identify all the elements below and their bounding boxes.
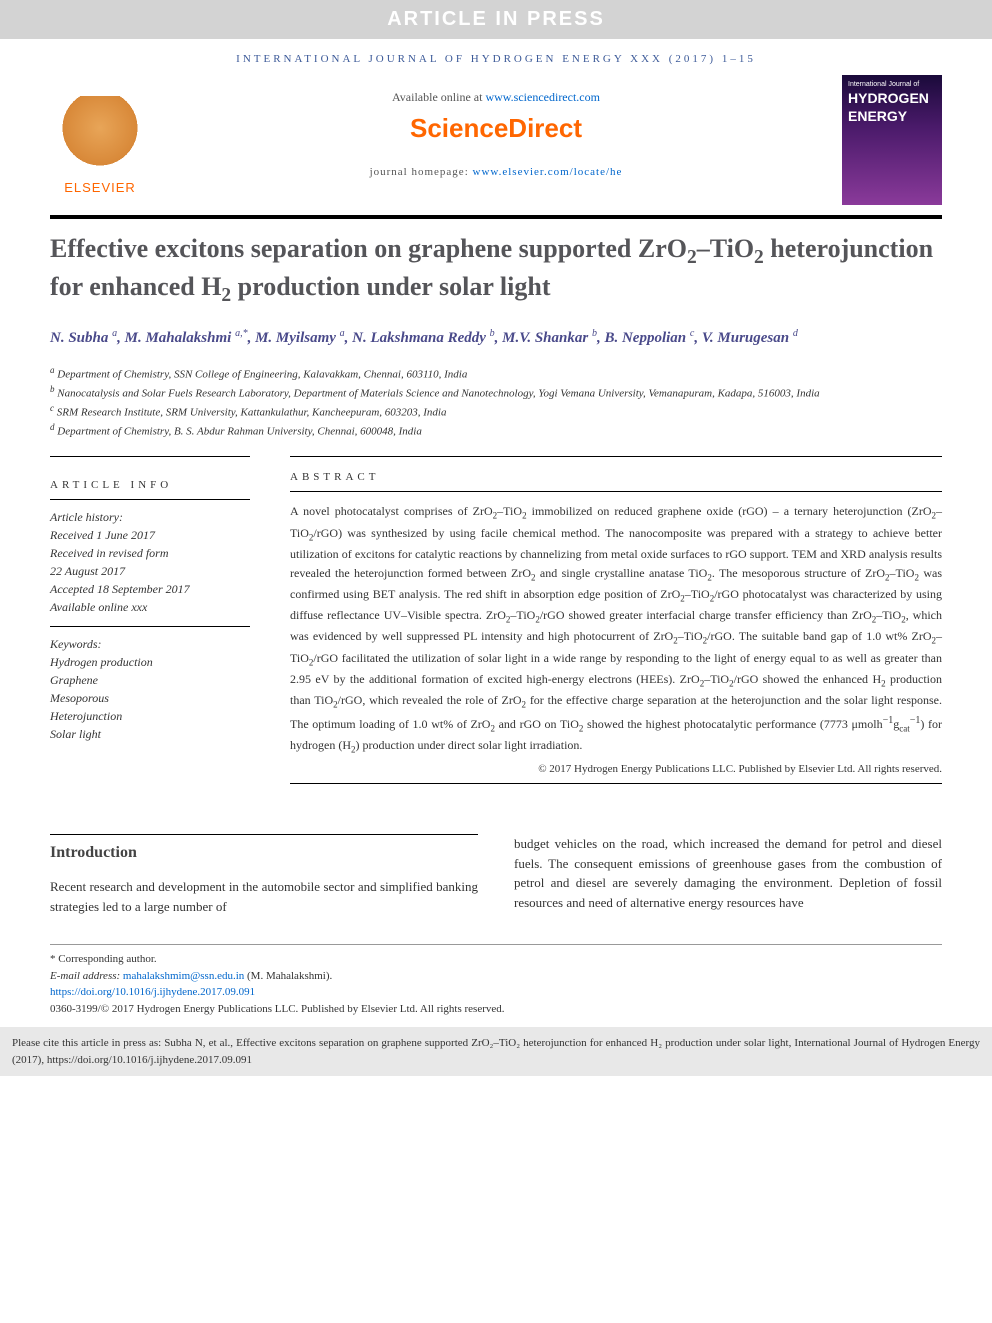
- corresponding-email-link[interactable]: mahalakshmim@ssn.edu.in: [123, 970, 244, 982]
- footnotes: * Corresponding author. E-mail address: …: [50, 944, 942, 1017]
- affiliation-item: d Department of Chemistry, B. S. Abdur R…: [50, 421, 942, 440]
- keywords-list: Hydrogen productionGrapheneMesoporousHet…: [50, 653, 250, 743]
- sciencedirect-link[interactable]: www.sciencedirect.com: [485, 90, 600, 104]
- keyword-item: Solar light: [50, 725, 250, 743]
- sciencedirect-logo: ScienceDirect: [170, 113, 822, 144]
- abstract-text: A novel photocatalyst comprises of ZrO2–…: [290, 502, 942, 757]
- divider: [50, 215, 942, 219]
- elsevier-wordmark: ELSEVIER: [64, 180, 136, 195]
- article-in-press-banner: ARTICLE IN PRESS: [0, 0, 992, 39]
- article-info-heading: ARTICLE INFO: [50, 465, 250, 499]
- author-list: N. Subha a, M. Mahalakshmi a,*, M. Myils…: [50, 326, 942, 350]
- history-line: 22 August 2017: [50, 562, 250, 580]
- article-info-sidebar: ARTICLE INFO Article history: Received 1…: [50, 456, 250, 784]
- affiliation-list: a Department of Chemistry, SSN College o…: [50, 364, 942, 441]
- keyword-item: Hydrogen production: [50, 653, 250, 671]
- history-line: Received in revised form: [50, 544, 250, 562]
- introduction-text-col1: Recent research and development in the a…: [50, 877, 478, 916]
- affiliation-item: a Department of Chemistry, SSN College o…: [50, 364, 942, 383]
- article-history: Received 1 June 2017Received in revised …: [50, 526, 250, 616]
- journal-citation-line: INTERNATIONAL JOURNAL OF HYDROGEN ENERGY…: [50, 39, 942, 75]
- journal-homepage-link[interactable]: www.elsevier.com/locate/he: [473, 166, 623, 178]
- elsevier-tree-icon: [60, 96, 140, 176]
- affiliation-item: c SRM Research Institute, SRM University…: [50, 402, 942, 421]
- citation-box: Please cite this article in press as: Su…: [0, 1027, 992, 1076]
- history-line: Available online xxx: [50, 598, 250, 616]
- abstract-heading: ABSTRACT: [290, 457, 942, 491]
- abstract-copyright: © 2017 Hydrogen Energy Publications LLC.…: [290, 763, 942, 775]
- publisher-header: ELSEVIER Available online at www.science…: [50, 75, 942, 205]
- keywords-label: Keywords:: [50, 635, 250, 653]
- keyword-item: Graphene: [50, 671, 250, 689]
- article-title: Effective excitons separation on graphen…: [50, 233, 942, 308]
- keyword-item: Mesoporous: [50, 689, 250, 707]
- journal-cover-thumbnail: International Journal of HYDROGEN ENERGY: [842, 75, 942, 205]
- keyword-item: Heterojunction: [50, 707, 250, 725]
- history-line: Accepted 18 September 2017: [50, 580, 250, 598]
- elsevier-logo: ELSEVIER: [50, 75, 150, 195]
- journal-homepage-line: journal homepage: www.elsevier.com/locat…: [170, 166, 822, 178]
- abstract-section: ABSTRACT A novel photocatalyst comprises…: [290, 456, 942, 784]
- introduction-heading: Introduction: [50, 834, 478, 865]
- body-columns: Introduction Recent research and develop…: [50, 834, 942, 916]
- corresponding-author-note: * Corresponding author.: [50, 951, 942, 968]
- introduction-text-col2: budget vehicles on the road, which incre…: [514, 834, 942, 912]
- doi-link[interactable]: https://doi.org/10.1016/j.ijhydene.2017.…: [50, 986, 255, 998]
- history-line: Received 1 June 2017: [50, 526, 250, 544]
- available-online-line: Available online at www.sciencedirect.co…: [170, 90, 822, 105]
- email-line: E-mail address: mahalakshmim@ssn.edu.in …: [50, 968, 942, 985]
- affiliation-item: b Nanocatalysis and Solar Fuels Research…: [50, 383, 942, 402]
- issn-copyright-line: 0360-3199/© 2017 Hydrogen Energy Publica…: [50, 1001, 942, 1018]
- article-history-label: Article history:: [50, 508, 250, 526]
